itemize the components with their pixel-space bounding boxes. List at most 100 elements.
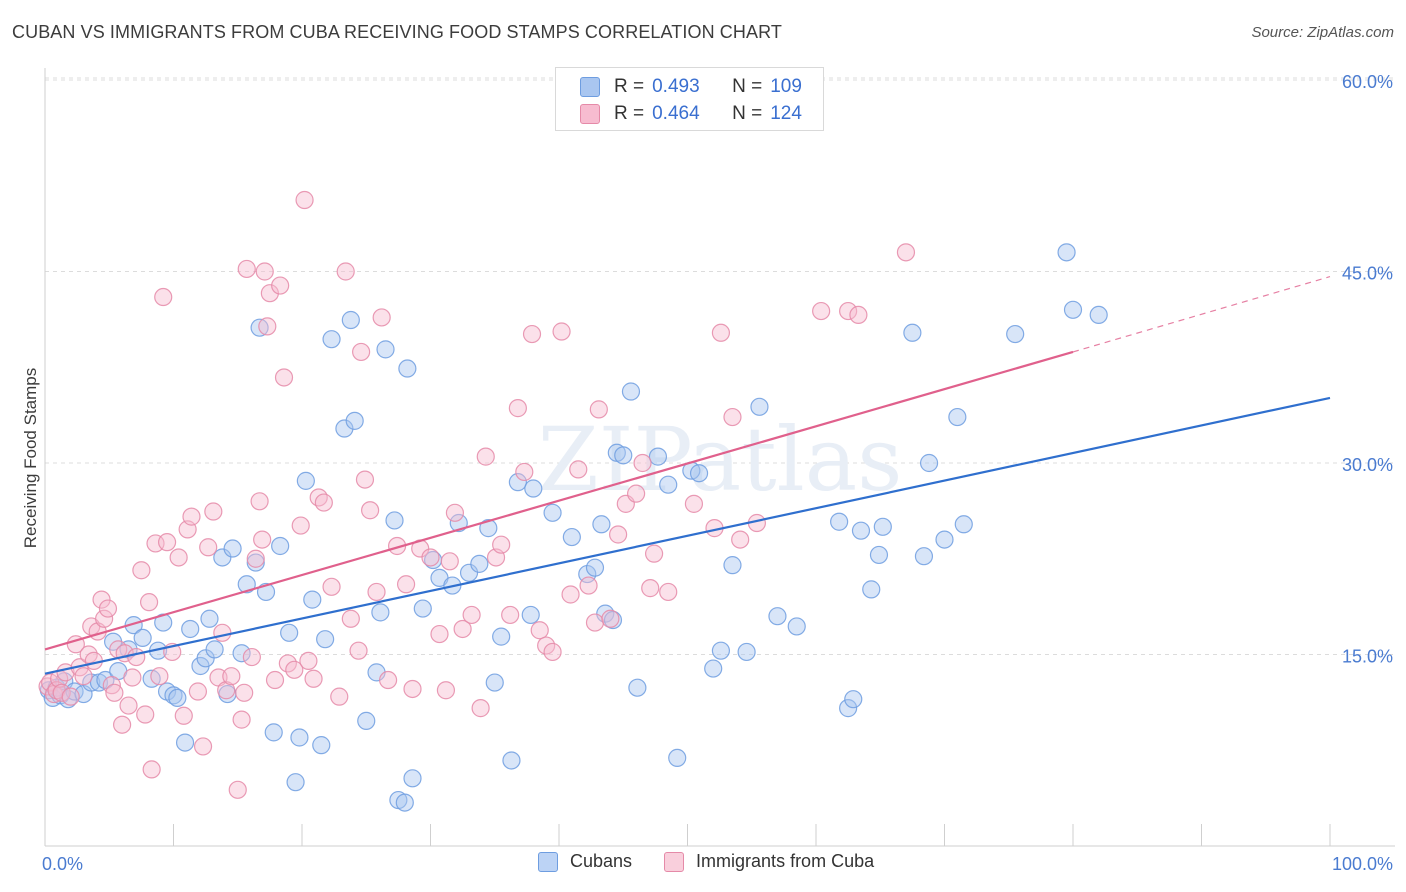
cubans-point bbox=[851, 521, 871, 540]
cubans-point bbox=[1006, 324, 1025, 344]
immigrants-point bbox=[421, 548, 440, 567]
immigrants-point bbox=[372, 308, 391, 327]
immigrants-point bbox=[237, 259, 256, 279]
immigrants-point bbox=[471, 699, 490, 718]
cubans-point bbox=[200, 609, 219, 628]
immigrants-point bbox=[123, 668, 142, 687]
cubans-point bbox=[280, 623, 299, 642]
immigrants-point bbox=[812, 301, 831, 321]
cubans-point bbox=[492, 627, 511, 646]
axes bbox=[44, 68, 1395, 847]
immigrants-point bbox=[119, 696, 138, 715]
immigrants-point bbox=[291, 516, 310, 535]
cubans-point bbox=[723, 556, 742, 575]
immigrants-point bbox=[579, 576, 598, 595]
cubans-point bbox=[345, 411, 364, 430]
immigrants-point bbox=[253, 530, 272, 549]
cubans-point bbox=[341, 310, 360, 330]
cubans-point bbox=[449, 513, 468, 533]
cubans-point bbox=[935, 530, 954, 549]
legend-swatch-immigrants bbox=[664, 851, 685, 872]
cubans-point bbox=[521, 605, 540, 625]
immigrants-point bbox=[295, 190, 314, 210]
source-label: Source: ZipAtlas.com bbox=[1251, 24, 1394, 41]
cubans-point bbox=[737, 642, 756, 662]
immigrants-point bbox=[271, 276, 290, 295]
n-label: N = bbox=[732, 76, 763, 97]
cubans-point bbox=[543, 503, 562, 522]
immigrants-point bbox=[95, 609, 114, 628]
y-tick-label: 60.0% bbox=[1342, 72, 1393, 92]
y-tick-label: 45.0% bbox=[1342, 264, 1393, 284]
immigrants-point bbox=[336, 262, 355, 281]
cubans-point bbox=[271, 536, 290, 556]
cubans-point bbox=[175, 733, 195, 752]
cubans-point bbox=[873, 517, 892, 536]
cubans-point bbox=[787, 617, 806, 636]
cubans-point bbox=[312, 736, 331, 755]
immigrants-point bbox=[609, 525, 628, 544]
cubans-point bbox=[246, 553, 265, 572]
cubans-point bbox=[689, 464, 709, 483]
watermark: ZIPatlas bbox=[538, 408, 903, 511]
cubans-point bbox=[395, 793, 414, 812]
x-tick-label: 0.0% bbox=[42, 854, 83, 874]
series-legend: Cubans Immigrants from Cuba bbox=[538, 851, 906, 872]
immigrants-point bbox=[150, 667, 169, 686]
immigrants-point bbox=[723, 407, 742, 427]
immigrants-point bbox=[445, 503, 465, 522]
immigrants-point bbox=[304, 669, 323, 688]
cubans-point bbox=[413, 599, 432, 618]
cubans-point bbox=[316, 630, 335, 649]
immigrants-point bbox=[561, 585, 580, 604]
cubans-point bbox=[290, 728, 309, 747]
cubans-point bbox=[470, 554, 489, 573]
n-value: 124 bbox=[770, 103, 802, 124]
immigrants-point bbox=[274, 368, 294, 387]
immigrants-point bbox=[309, 488, 328, 507]
immigrants-point bbox=[711, 323, 731, 342]
y-tick-label: 15.0% bbox=[1342, 647, 1393, 667]
cubans-point bbox=[948, 407, 967, 427]
immigrants-point bbox=[255, 262, 274, 281]
immigrants-point bbox=[589, 400, 608, 419]
legend-swatch-cubans bbox=[580, 77, 600, 97]
immigrants-point bbox=[731, 530, 750, 549]
immigrants-point bbox=[659, 582, 678, 602]
cubans-point bbox=[403, 769, 422, 788]
immigrants-point bbox=[242, 647, 261, 667]
immigrants-point bbox=[232, 710, 251, 729]
cubans-point bbox=[954, 515, 973, 534]
cubans-point bbox=[839, 699, 858, 718]
immigrants-point bbox=[127, 647, 146, 667]
y-axis-title: Receiving Food Stamps bbox=[21, 368, 40, 548]
legend-swatch-immigrants bbox=[580, 104, 600, 124]
immigrants-point bbox=[641, 579, 660, 598]
immigrants-point bbox=[265, 670, 285, 690]
cubans-point bbox=[750, 397, 769, 416]
legend-row-immigrants: R = 0.464 N = 124 bbox=[580, 102, 802, 126]
immigrants-point bbox=[492, 535, 511, 554]
cubans-point bbox=[479, 519, 498, 538]
cubans-point bbox=[223, 539, 242, 558]
immigrants-point bbox=[552, 322, 571, 341]
immigrants-point bbox=[644, 544, 664, 563]
immigrants-point bbox=[585, 613, 605, 632]
immigrants-point bbox=[601, 609, 620, 628]
cubans-point bbox=[205, 640, 224, 659]
cubans-point bbox=[133, 628, 152, 648]
cubans-point bbox=[303, 590, 322, 609]
immigrants-point bbox=[246, 549, 265, 568]
legend-item-immigrants[interactable]: Immigrants from Cuba bbox=[664, 851, 874, 872]
cubans-point bbox=[385, 511, 404, 530]
r-value: 0.493 bbox=[652, 76, 700, 97]
immigrants-point bbox=[112, 715, 132, 734]
immigrants-point bbox=[204, 502, 223, 521]
legend-item-cubans[interactable]: Cubans bbox=[538, 851, 632, 872]
immigrants-point bbox=[136, 705, 155, 724]
cubans-point bbox=[232, 644, 251, 663]
immigrants-point bbox=[436, 681, 456, 700]
immigrants-point bbox=[260, 284, 279, 303]
immigrants-point bbox=[174, 706, 193, 725]
chart-title: CUBAN VS IMMIGRANTS FROM CUBA RECEIVING … bbox=[12, 22, 782, 42]
